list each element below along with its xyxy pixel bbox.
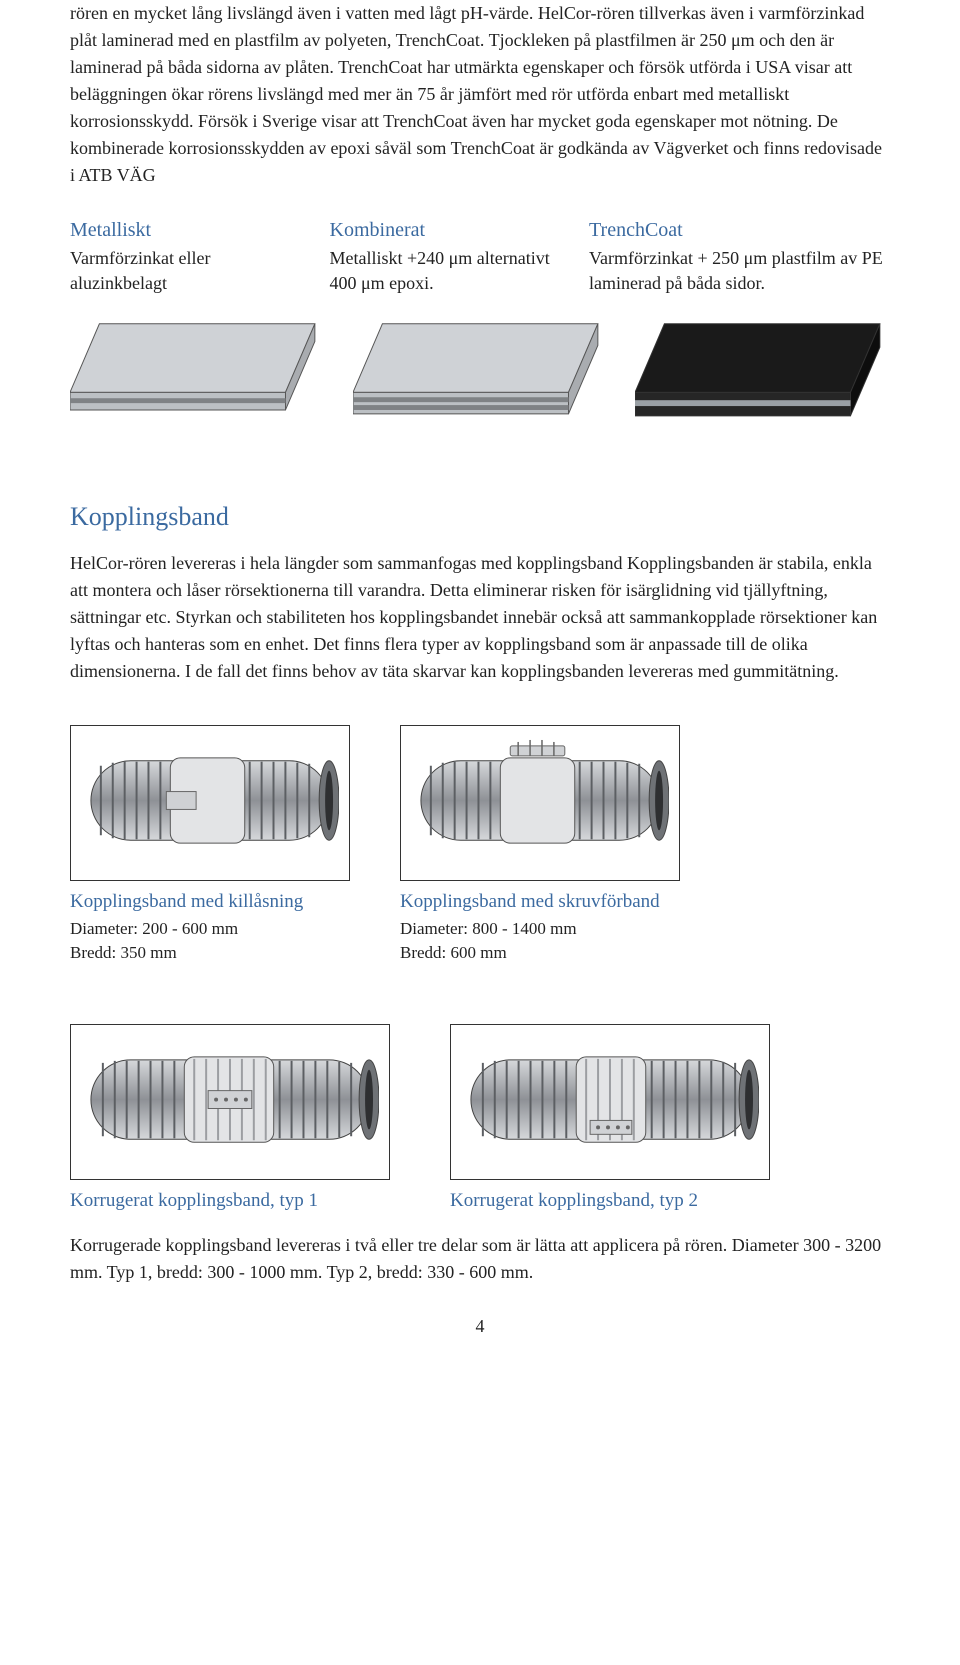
kopplingsband-body: HelCor-rören levereras i hela längder so… — [70, 550, 890, 685]
pipe-diameter: Diameter: 200 - 600 mm — [70, 917, 350, 941]
intro-paragraph: rören en mycket lång livslängd även i va… — [70, 0, 890, 189]
pipe-row-bottom: Korrugerat kopplingsband, typ 1 — [70, 1024, 890, 1216]
document-page: rören en mycket lång livslängd även i va… — [0, 0, 960, 1377]
pipe-killasning-icon — [81, 736, 339, 865]
pipe-item-corr1: Korrugerat kopplingsband, typ 1 — [70, 1024, 390, 1216]
pipe-figure-box — [400, 725, 680, 881]
pipe-item-killasning: Kopplingsband med killåsning Diameter: 2… — [70, 725, 350, 965]
pipe-diameter: Diameter: 800 - 1400 mm — [400, 917, 680, 941]
pipe-width: Bredd: 350 mm — [70, 941, 350, 965]
plate-metalliskt-icon — [70, 314, 325, 441]
coating-col-kombinerat: Kombinerat Metalliskt +240 μm alternativ… — [330, 219, 562, 296]
pipe-corr1-icon — [81, 1035, 379, 1164]
coating-col-metalliskt: Metalliskt Varmförzinkat eller aluzinkbe… — [70, 219, 302, 296]
footer-paragraph: Korrugerade kopplingsband levereras i tv… — [70, 1232, 890, 1286]
coating-columns: Metalliskt Varmförzinkat eller aluzinkbe… — [70, 219, 890, 296]
plate-diagrams-row — [70, 314, 890, 441]
plate-kombinerat-icon — [353, 314, 608, 441]
plate-trenchcoat-icon — [635, 314, 890, 441]
pipe-heading: Kopplingsband med skruvförband — [400, 891, 680, 913]
coating-desc: Varmförzinkat + 250 μm plastfilm av PE l… — [589, 246, 890, 296]
pipe-skruvforband-icon — [411, 736, 669, 865]
corr-heading: Korrugerat kopplingsband, typ 2 — [450, 1190, 770, 1212]
corr-heading: Korrugerat kopplingsband, typ 1 — [70, 1190, 390, 1212]
pipe-width: Bredd: 600 mm — [400, 941, 680, 965]
coating-desc: Varmförzinkat eller aluzinkbelagt — [70, 246, 302, 296]
pipe-figure-box — [70, 725, 350, 881]
pipe-corr2-icon — [461, 1035, 759, 1164]
coating-title: TrenchCoat — [589, 219, 890, 242]
pipe-heading: Kopplingsband med killåsning — [70, 891, 350, 913]
pipe-figure-box — [70, 1024, 390, 1180]
pipe-item-corr2: Korrugerat kopplingsband, typ 2 — [450, 1024, 770, 1216]
kopplingsband-heading: Kopplingsband — [70, 502, 890, 532]
coating-col-trenchcoat: TrenchCoat Varmförzinkat + 250 μm plastf… — [589, 219, 890, 296]
coating-title: Kombinerat — [330, 219, 562, 242]
pipe-item-skruvforband: Kopplingsband med skruvförband Diameter:… — [400, 725, 680, 965]
page-number: 4 — [70, 1316, 890, 1337]
coating-title: Metalliskt — [70, 219, 302, 242]
pipe-label: Kopplingsband med killåsning Diameter: 2… — [70, 891, 350, 965]
coating-desc: Metalliskt +240 μm alternativt 400 μm ep… — [330, 246, 562, 296]
pipe-figure-box — [450, 1024, 770, 1180]
pipe-row-top: Kopplingsband med killåsning Diameter: 2… — [70, 725, 890, 965]
pipe-label: Kopplingsband med skruvförband Diameter:… — [400, 891, 680, 965]
